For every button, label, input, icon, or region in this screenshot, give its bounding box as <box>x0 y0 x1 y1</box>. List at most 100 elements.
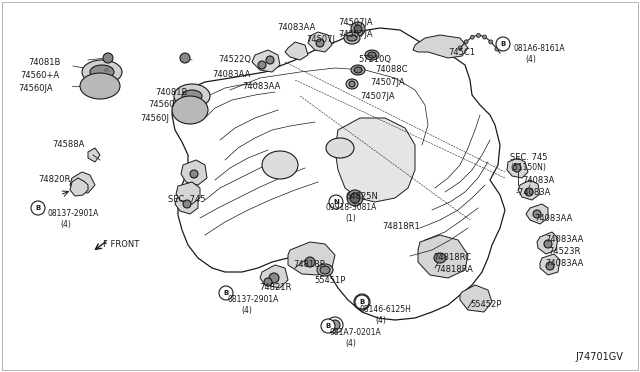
Ellipse shape <box>476 33 481 38</box>
Ellipse shape <box>365 50 379 60</box>
Text: 745C1: 745C1 <box>448 48 475 57</box>
Text: B: B <box>35 205 40 211</box>
Ellipse shape <box>354 25 362 33</box>
Circle shape <box>496 37 510 51</box>
Polygon shape <box>507 158 528 178</box>
Text: 74507JA: 74507JA <box>370 78 404 87</box>
Text: 74818R1: 74818R1 <box>382 222 420 231</box>
Text: 74588A: 74588A <box>52 140 84 149</box>
Polygon shape <box>518 180 540 200</box>
Ellipse shape <box>470 35 474 39</box>
Text: 74818RC: 74818RC <box>433 253 471 262</box>
Text: 74507J: 74507J <box>306 35 335 44</box>
Ellipse shape <box>483 35 486 39</box>
Circle shape <box>355 295 369 309</box>
Polygon shape <box>260 265 288 288</box>
Text: (1): (1) <box>345 214 356 223</box>
Ellipse shape <box>103 53 113 63</box>
Ellipse shape <box>347 35 357 41</box>
Text: 57210Q: 57210Q <box>358 55 391 64</box>
Text: 6%: 6% <box>104 67 112 73</box>
Ellipse shape <box>347 190 363 206</box>
Polygon shape <box>537 232 558 254</box>
Ellipse shape <box>174 84 210 108</box>
Ellipse shape <box>495 47 499 51</box>
Text: 74083AA: 74083AA <box>545 259 584 268</box>
Circle shape <box>219 286 233 300</box>
Ellipse shape <box>262 151 298 179</box>
Text: 74083AA: 74083AA <box>534 214 572 223</box>
Text: J74701GV: J74701GV <box>575 352 623 362</box>
Ellipse shape <box>82 60 122 84</box>
Ellipse shape <box>354 67 362 73</box>
Ellipse shape <box>90 65 114 79</box>
Text: (4): (4) <box>525 55 536 64</box>
Text: 74081B: 74081B <box>155 88 188 97</box>
Polygon shape <box>413 35 468 58</box>
Circle shape <box>321 319 335 333</box>
Text: 74820R: 74820R <box>38 175 70 184</box>
Polygon shape <box>176 182 200 204</box>
Text: 55451P: 55451P <box>314 276 346 285</box>
Text: SEC. 745: SEC. 745 <box>510 153 547 162</box>
Text: 74083AA: 74083AA <box>212 70 250 79</box>
Ellipse shape <box>330 320 340 330</box>
Text: B: B <box>500 41 506 47</box>
Polygon shape <box>540 254 560 275</box>
Ellipse shape <box>346 79 358 89</box>
Ellipse shape <box>320 266 330 274</box>
Text: 74507JA: 74507JA <box>338 18 372 27</box>
Text: (4): (4) <box>241 306 252 315</box>
Text: 74081B: 74081B <box>28 58 60 67</box>
Ellipse shape <box>190 170 198 178</box>
Ellipse shape <box>317 264 333 276</box>
Text: -74083A: -74083A <box>516 188 552 197</box>
Ellipse shape <box>80 73 120 99</box>
Polygon shape <box>181 160 207 185</box>
Text: 74560+A: 74560+A <box>20 71 59 80</box>
Text: B: B <box>325 323 331 329</box>
Ellipse shape <box>513 164 521 172</box>
Ellipse shape <box>546 262 554 270</box>
Text: 08137-2901A: 08137-2901A <box>228 295 280 304</box>
Text: 74560J: 74560J <box>140 114 169 123</box>
Text: B: B <box>223 290 228 296</box>
Text: 09918-3081A: 09918-3081A <box>325 203 376 212</box>
Ellipse shape <box>316 39 324 47</box>
Text: (4): (4) <box>345 339 356 348</box>
Text: 08137-2901A: 08137-2901A <box>48 209 99 218</box>
Text: 74818R: 74818R <box>293 260 326 269</box>
Text: N: N <box>333 199 339 205</box>
Text: 74083A: 74083A <box>522 176 554 185</box>
Ellipse shape <box>351 65 365 75</box>
Text: B: B <box>360 299 365 305</box>
Text: 55452P: 55452P <box>470 300 501 309</box>
Ellipse shape <box>258 61 266 69</box>
Text: 08146-6125H: 08146-6125H <box>360 305 412 314</box>
Ellipse shape <box>368 52 376 58</box>
Polygon shape <box>88 148 100 162</box>
Text: 74083AA: 74083AA <box>277 23 316 32</box>
Ellipse shape <box>489 40 493 44</box>
Text: 74560JA: 74560JA <box>18 84 52 93</box>
Text: 74560: 74560 <box>148 100 175 109</box>
Text: 74088C: 74088C <box>375 65 408 74</box>
Ellipse shape <box>533 210 541 218</box>
Polygon shape <box>70 178 88 196</box>
Text: 74507JA: 74507JA <box>338 30 372 39</box>
Text: 74507JA: 74507JA <box>360 92 395 101</box>
Text: 74818RA: 74818RA <box>435 265 473 274</box>
Text: 081A7-0201A: 081A7-0201A <box>330 328 381 337</box>
Ellipse shape <box>350 193 360 203</box>
Ellipse shape <box>264 278 272 286</box>
Ellipse shape <box>434 253 446 263</box>
Ellipse shape <box>464 40 468 44</box>
Ellipse shape <box>327 317 343 333</box>
Circle shape <box>329 195 343 209</box>
Ellipse shape <box>305 257 315 267</box>
Polygon shape <box>252 50 280 72</box>
Ellipse shape <box>182 90 202 102</box>
Text: 74523R: 74523R <box>548 247 580 256</box>
Text: SEC. 745: SEC. 745 <box>168 195 205 204</box>
Polygon shape <box>288 242 335 275</box>
